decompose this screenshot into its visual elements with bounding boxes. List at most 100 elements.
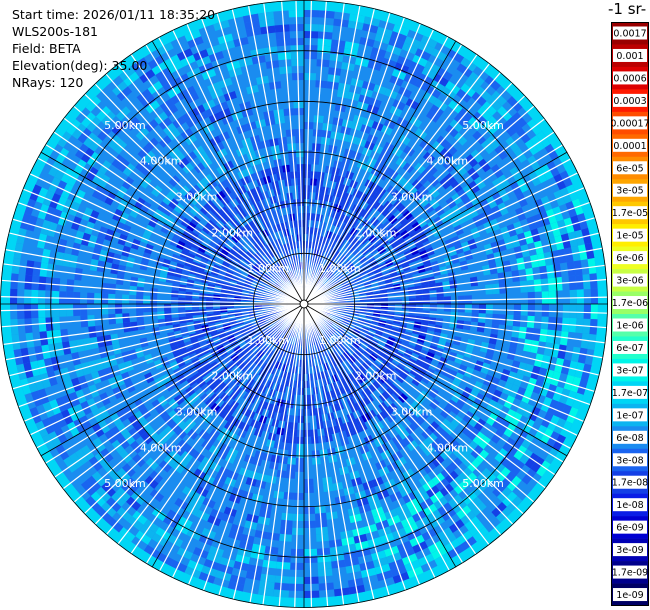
range-gate-cell: [513, 304, 521, 316]
range-gate-cell: [168, 338, 178, 348]
range-gate-cell: [215, 190, 226, 201]
range-gate-cell: [168, 198, 179, 210]
range-gate-cell: [462, 453, 476, 468]
range-gate-cell: [142, 150, 156, 164]
range-gate-cell: [427, 323, 436, 332]
range-ring-label: 3.00km: [176, 191, 218, 204]
range-gate-cell: [273, 490, 285, 499]
range-gate-cell: [429, 104, 444, 118]
range-gate-cell: [23, 362, 34, 379]
range-gate-cell: [102, 462, 117, 478]
colorbar-tick-label: 0.0001: [613, 141, 646, 152]
range-gate-cell: [381, 164, 392, 175]
azimuth-spoke: [303, 303, 457, 568]
range-gate-cell: [425, 163, 438, 176]
colorbar-tick-label: 6e-05: [616, 163, 643, 174]
range-gate-cell: [121, 463, 136, 478]
range-gate-cell: [116, 422, 129, 436]
range-gate-cell: [420, 35, 438, 49]
range-gate-cell: [456, 88, 472, 103]
range-gate-cell: [427, 421, 440, 433]
range-gate-cell: [405, 98, 420, 110]
range-gate-cell: [252, 457, 263, 467]
range-gate-cell: [467, 458, 481, 473]
range-gate-cell: [121, 245, 131, 257]
range-gate-cell: [477, 467, 492, 483]
range-gate-cell: [114, 374, 125, 387]
colorbar-tick-label: 1.7e-07: [612, 388, 648, 399]
range-gate-cell: [245, 477, 257, 487]
elevation-text: Elevation(deg): 35.00: [12, 58, 148, 73]
range-gate-cell: [516, 400, 528, 416]
range-gate-cell: [80, 232, 91, 246]
range-gate-cell: [203, 558, 220, 571]
range-gate-cell: [173, 202, 185, 214]
range-gate-cell: [475, 449, 489, 464]
range-gate-cell: [108, 313, 116, 325]
range-gate-cell: [162, 258, 171, 268]
colorbar-tick-label: 0.00017: [611, 118, 649, 129]
range-gate-cell: [198, 534, 214, 546]
range-gate-cell: [66, 119, 81, 136]
range-gate-cell: [196, 509, 210, 522]
range-gate-cell: [60, 367, 71, 382]
range-gate-cell: [167, 128, 181, 141]
range-gate-cell: [462, 410, 475, 424]
range-gate-cell: [37, 388, 50, 405]
range-gate-cell: [502, 491, 518, 507]
range-gate-cell: [42, 434, 56, 451]
range-gate-cell: [380, 124, 393, 136]
range-gate-cell: [460, 57, 477, 72]
range-gate-cell: [98, 405, 110, 420]
range-gate-cell: [467, 427, 480, 441]
range-gate-cell: [418, 73, 434, 86]
range-ring-label: 1.00km: [247, 262, 289, 275]
range-gate-cell: [276, 427, 285, 436]
range-gate-cell: [71, 377, 82, 392]
range-gate-cell: [513, 373, 524, 387]
range-gate-cell: [515, 430, 529, 446]
range-gate-cell: [360, 567, 377, 578]
range-gate-cell: [145, 100, 160, 114]
range-gate-cell: [176, 547, 193, 560]
range-gate-cell: [508, 384, 520, 398]
range-gate-cell: [490, 323, 499, 335]
range-gate-cell: [111, 472, 126, 488]
range-gate-cell: [46, 330, 56, 345]
range-gate-cell: [576, 304, 584, 319]
range-gate-cell: [16, 363, 27, 381]
range-gate-cell: [201, 68, 217, 81]
range-gate-cell: [80, 362, 91, 376]
colorbar-label-box: [613, 408, 647, 422]
range-gate-cell: [36, 187, 49, 204]
range-gate-cell: [80, 445, 95, 461]
range-gate-cell: [352, 527, 366, 537]
colorbar-label-box: [613, 363, 647, 377]
range-gate-cell: [360, 124, 372, 135]
range-gate-cell: [372, 144, 384, 155]
range-gate-cell: [497, 272, 506, 284]
range-gate-cell: [119, 66, 136, 81]
range-ring-label: 1.00km: [319, 262, 361, 275]
colorbar-label-box: [613, 251, 647, 265]
range-gate-cell: [119, 449, 133, 464]
range-gate-cell: [536, 460, 551, 477]
range-gate-cell: [363, 523, 378, 534]
range-gate-cell: [527, 291, 536, 304]
range-gate-cell: [467, 116, 483, 131]
range-gate-cell: [587, 258, 597, 274]
range-gate-cell: [65, 304, 74, 317]
range-gate-cell: [526, 377, 537, 392]
range-gate-cell: [201, 565, 218, 577]
range-gate-cell: [445, 399, 457, 411]
range-gate-cell: [270, 454, 280, 463]
range-gate-cell: [472, 111, 488, 126]
range-gate-cell: [426, 85, 442, 99]
range-gate-cell: [359, 560, 375, 571]
range-gate-cell: [349, 513, 362, 524]
range-gate-cell: [208, 545, 224, 557]
range-gate-cell: [279, 526, 293, 535]
range-gate-cell: [39, 331, 49, 346]
range-gate-cell: [470, 445, 484, 459]
range-gate-cell: [287, 150, 297, 158]
